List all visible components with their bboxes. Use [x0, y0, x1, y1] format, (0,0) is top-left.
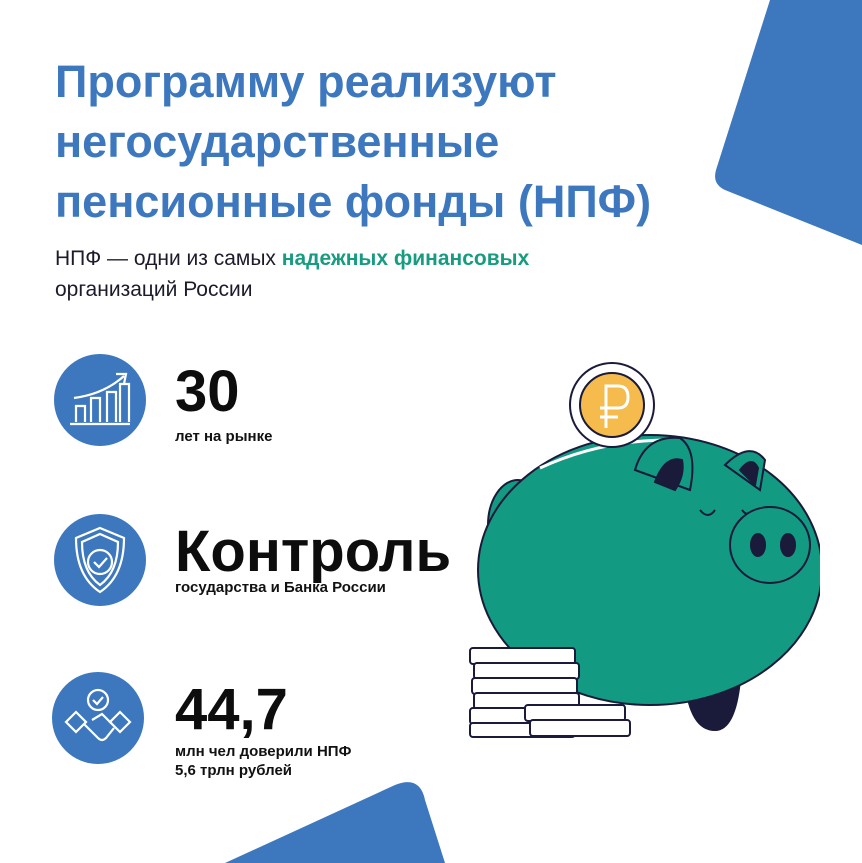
subtitle-text: НПФ — одни из самых: [55, 247, 282, 270]
page-title: Программу реализуют негосударственные пе…: [55, 52, 755, 232]
stat-label: государства и Банка России: [175, 579, 386, 596]
stat-label-line: млн чел доверили НПФ: [175, 743, 352, 760]
shield-check-icon: [54, 514, 146, 606]
title-line: пенсионные фонды (НПФ): [55, 176, 652, 227]
stat-label: лет на рынке: [175, 428, 273, 445]
subtitle: НПФ — одни из самых надежных финансовых …: [55, 243, 529, 305]
pig-body: [477, 434, 820, 706]
stat-label: млн чел доверили НПФ 5,6 трлн рублей: [175, 742, 351, 780]
stat-value: Контроль: [175, 519, 452, 584]
growth-chart-icon: [54, 354, 146, 446]
stat-value: 44,7: [175, 677, 288, 742]
ruble-coin-icon: [569, 362, 655, 448]
stat-value: 30: [175, 359, 240, 424]
top-right-shape: [715, 0, 862, 245]
subtitle-highlight: надежных финансовых: [281, 247, 530, 270]
title-line: Программу реализуют: [55, 56, 557, 107]
subtitle-text: организаций России: [55, 278, 253, 301]
handshake-icon: [52, 672, 144, 764]
bottom-shape: [225, 782, 445, 863]
stat-label-line: 5,6 трлн рублей: [175, 762, 293, 779]
piggy-bank-illustration: [469, 362, 820, 738]
pig-snout: [729, 506, 811, 584]
title-line: негосударственные: [55, 116, 500, 167]
coin-stack-icon: [469, 647, 631, 738]
